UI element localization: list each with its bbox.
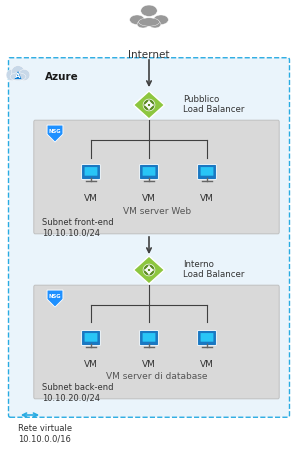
Text: A: A — [15, 73, 21, 78]
Ellipse shape — [139, 18, 159, 26]
FancyBboxPatch shape — [142, 167, 156, 176]
FancyBboxPatch shape — [9, 58, 289, 417]
Ellipse shape — [11, 66, 25, 79]
Text: VM: VM — [84, 360, 98, 369]
FancyBboxPatch shape — [198, 331, 216, 345]
FancyBboxPatch shape — [201, 167, 213, 176]
FancyBboxPatch shape — [82, 165, 100, 179]
FancyBboxPatch shape — [85, 167, 97, 176]
FancyBboxPatch shape — [34, 285, 279, 399]
Text: VM: VM — [84, 194, 98, 203]
Text: VM: VM — [142, 194, 156, 203]
Text: Interno
Load Balancer: Interno Load Balancer — [183, 260, 244, 280]
Ellipse shape — [143, 264, 155, 276]
Ellipse shape — [130, 15, 145, 24]
Text: NSG: NSG — [49, 129, 61, 134]
FancyBboxPatch shape — [142, 333, 156, 342]
Ellipse shape — [149, 21, 161, 28]
Polygon shape — [134, 256, 164, 284]
Text: VM server di database: VM server di database — [106, 372, 208, 381]
Ellipse shape — [10, 73, 26, 81]
FancyBboxPatch shape — [139, 165, 159, 179]
Text: Subnet back-end
10.10.20.0/24: Subnet back-end 10.10.20.0/24 — [42, 383, 114, 402]
Ellipse shape — [6, 69, 18, 81]
Text: VM server Web: VM server Web — [123, 207, 191, 216]
Polygon shape — [47, 125, 63, 142]
Text: Rete virtuale
10.10.0.0/16: Rete virtuale 10.10.0.0/16 — [18, 424, 72, 443]
Text: Subnet front-end
10.10.10.0/24: Subnet front-end 10.10.10.0/24 — [42, 218, 114, 237]
FancyBboxPatch shape — [85, 333, 97, 342]
Polygon shape — [47, 290, 63, 307]
Text: VM: VM — [200, 360, 214, 369]
Ellipse shape — [153, 15, 168, 24]
FancyBboxPatch shape — [198, 165, 216, 179]
Text: NSG: NSG — [49, 295, 61, 299]
Text: Pubblico
Load Balancer: Pubblico Load Balancer — [183, 95, 244, 115]
FancyBboxPatch shape — [82, 331, 100, 345]
FancyBboxPatch shape — [139, 331, 159, 345]
Text: Azure: Azure — [45, 72, 79, 82]
FancyBboxPatch shape — [34, 120, 279, 234]
Text: VM: VM — [142, 360, 156, 369]
Polygon shape — [134, 91, 164, 119]
Text: Internet: Internet — [128, 50, 170, 60]
Ellipse shape — [143, 99, 155, 111]
FancyBboxPatch shape — [201, 333, 213, 342]
Ellipse shape — [141, 5, 157, 16]
Ellipse shape — [18, 69, 30, 81]
Ellipse shape — [137, 21, 149, 28]
Polygon shape — [15, 71, 21, 79]
Text: VM: VM — [200, 194, 214, 203]
